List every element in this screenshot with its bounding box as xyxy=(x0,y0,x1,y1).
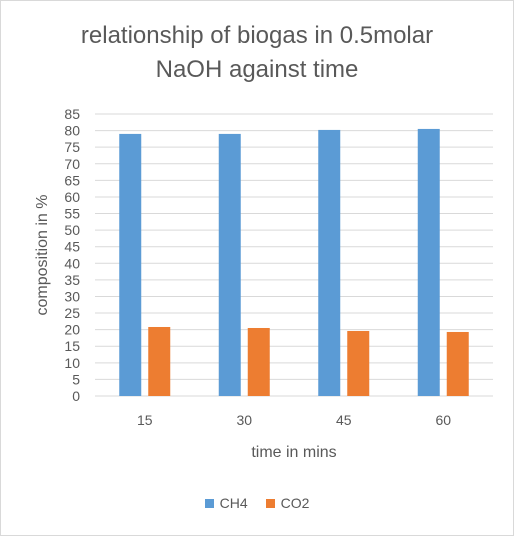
bar-ch4-15 xyxy=(119,133,142,396)
x-axis-title: time in mins xyxy=(251,444,336,461)
y-tick-label-45: 45 xyxy=(64,239,80,255)
legend: CH4 CO2 xyxy=(1,495,513,511)
y-tick-label-0: 0 xyxy=(72,388,80,404)
y-tick-label-55: 55 xyxy=(64,206,80,222)
y-tick-label-85: 85 xyxy=(64,106,80,122)
y-tick-label-15: 15 xyxy=(64,338,80,354)
y-axis-title: composition in % xyxy=(34,195,51,316)
bar-ch4-60 xyxy=(417,128,440,396)
x-tick-label-60: 60 xyxy=(435,412,451,428)
y-tick-label-30: 30 xyxy=(64,288,80,304)
chart-title: relationship of biogas in 0.5molar NaOH … xyxy=(1,19,513,87)
legend-item-co2: CO2 xyxy=(265,495,310,511)
y-tick-label-20: 20 xyxy=(64,322,80,338)
y-tick-label-65: 65 xyxy=(64,172,80,188)
bar-co2-30 xyxy=(247,327,270,396)
y-tick-label-40: 40 xyxy=(64,255,80,271)
y-tick-label-50: 50 xyxy=(64,222,80,238)
x-tick-label-30: 30 xyxy=(236,412,252,428)
y-tick-label-70: 70 xyxy=(64,156,80,172)
x-tick-label-45: 45 xyxy=(336,412,352,428)
y-tick-label-25: 25 xyxy=(64,305,80,321)
bar-co2-15 xyxy=(148,326,171,396)
x-tick-label-15: 15 xyxy=(137,412,153,428)
bars xyxy=(119,128,469,396)
legend-swatch-ch4 xyxy=(204,498,214,508)
bar-co2-45 xyxy=(347,330,370,396)
legend-label-ch4: CH4 xyxy=(219,495,248,511)
y-tick-label-80: 80 xyxy=(64,123,80,139)
bar-ch4-45 xyxy=(318,129,341,396)
bar-ch4-30 xyxy=(218,133,241,396)
legend-label-co2: CO2 xyxy=(280,495,310,511)
legend-item-ch4: CH4 xyxy=(204,495,248,511)
y-tick-label-35: 35 xyxy=(64,272,80,288)
bar-co2-60 xyxy=(446,331,469,396)
chart-title-line-1: relationship of biogas in 0.5molar xyxy=(80,22,434,49)
x-axis-tick-labels: 15 30 45 60 xyxy=(137,412,451,428)
y-tick-label-75: 75 xyxy=(64,139,80,155)
y-tick-label-5: 5 xyxy=(72,371,80,387)
legend-swatch-co2 xyxy=(265,498,275,508)
y-tick-label-60: 60 xyxy=(64,189,80,205)
chart-title-line-2: NaOH against time xyxy=(155,56,359,83)
y-tick-label-10: 10 xyxy=(64,355,80,371)
